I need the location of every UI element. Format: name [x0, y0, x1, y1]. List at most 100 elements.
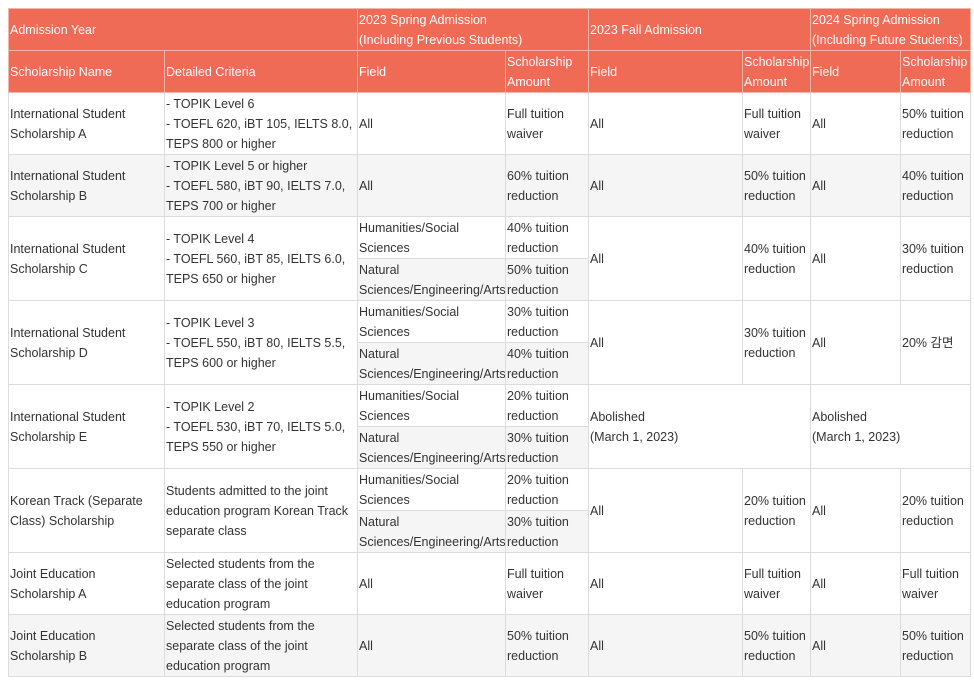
criteria: Students admitted to the joint education…: [163, 468, 359, 553]
amount: 20% tuition reduction: [505, 468, 590, 511]
amount: Full tuition waiver: [742, 552, 812, 615]
field: All: [588, 92, 744, 155]
scholarship-name: International Student Scholarship B: [8, 154, 165, 217]
amount: 20% tuition reduction: [900, 468, 972, 553]
field: All: [810, 614, 902, 677]
status: Abolished (March 1, 2023): [588, 384, 812, 469]
field: Natural Sciences/Engineering/Arts: [357, 342, 507, 385]
table-row: Natural Sciences/Engineering/Arts 50% tui…: [9, 258, 971, 301]
column-header: Scholarship Amount: [900, 50, 972, 93]
amount: 30% tuition reduction: [900, 216, 972, 301]
field: All: [357, 92, 507, 155]
amount: 50% tuition reduction: [505, 614, 590, 677]
column-header: Scholarship Amount: [505, 50, 590, 93]
table-row: Joint Education Scholarship A Selected st…: [8, 552, 972, 615]
field: All: [810, 216, 902, 301]
scholarship-name: Joint Education Scholarship A: [8, 552, 165, 615]
table-row: International Student Scholarship B- TOP…: [8, 154, 972, 217]
amount: 40% tuition reduction: [900, 154, 972, 217]
scholarship-name: International Student Scholarship E: [8, 384, 165, 469]
field: All: [588, 552, 744, 615]
criteria-line: - TOEFL 620, iBT 105, IELTS 8.0, TEPS 80…: [166, 116, 353, 151]
column-header: Field: [810, 50, 902, 93]
criteria-line: Selected students from the separate clas…: [166, 556, 315, 611]
scholarship-name: International Student Scholarship A: [8, 92, 165, 155]
amount: 60% tuition reduction: [505, 154, 590, 217]
amount: 40% tuition reduction: [742, 216, 812, 301]
field: All: [588, 216, 744, 301]
table-row: Korean Track (Separate Class) Scholarshi…: [8, 468, 972, 553]
field: Natural Sciences/Engineering/Arts: [357, 426, 507, 469]
criteria-line: - TOPIK Level 3: [166, 315, 255, 330]
field: All: [810, 552, 902, 615]
amount: 30% tuition reduction: [505, 300, 590, 343]
table-row: International Student Scholarship E- TOP…: [8, 384, 972, 469]
column-header: Detailed Criteria: [163, 50, 359, 93]
amount: 20% 감면: [900, 300, 972, 385]
criteria-line: - TOEFL 530, iBT 70, IELTS 5.0, TEPS 550…: [166, 419, 346, 454]
field: All: [588, 154, 744, 217]
status-line: Abolished: [590, 409, 645, 424]
criteria: - TOPIK Level 5 or higher - TOEFL 580, iB…: [163, 154, 359, 217]
table-row: Joint Education Scholarship B Selected st…: [8, 614, 972, 677]
field: All: [357, 614, 507, 677]
field: Humanities/Social Sciences: [357, 216, 507, 259]
amount: Full tuition waiver: [742, 92, 812, 155]
column-header: Field: [357, 50, 507, 93]
field: Humanities/Social Sciences: [357, 384, 507, 427]
criteria: - TOPIK Level 6 - TOEFL 620, iBT 105, IEL…: [163, 92, 359, 155]
criteria-line: - TOPIK Level 4: [166, 231, 255, 246]
field: All: [357, 154, 507, 217]
header-line: 2023 Spring Admission: [359, 12, 487, 27]
scholarship-name: Korean Track (Separate Class) Scholarshi…: [8, 468, 165, 553]
amount: 50% tuition reduction: [900, 92, 972, 155]
amount: 50% tuition reduction: [742, 614, 812, 677]
amount: Full tuition waiver: [505, 92, 590, 155]
column-header: Scholarship Name: [8, 50, 165, 93]
table-body: International Student Scholarship A- TOP…: [8, 92, 972, 677]
field: Natural Sciences/Engineering/Arts: [357, 258, 507, 301]
scholarship-name: International Student Scholarship D: [8, 300, 165, 385]
field: Natural Sciences/Engineering/Arts: [357, 510, 507, 553]
criteria-line: - TOPIK Level 2: [166, 399, 255, 414]
criteria-line: Students admitted to the joint education…: [166, 483, 349, 538]
group-header: 2023 Fall Admission: [588, 8, 812, 51]
scholarship-table: Admission Year 2023 Spring Admission (Incl…: [7, 8, 972, 677]
amount: 30% tuition reduction: [742, 300, 812, 385]
amount: 50% tuition reduction: [900, 614, 972, 677]
field: All: [810, 300, 902, 385]
scholarship-name: Joint Education Scholarship B: [8, 614, 165, 677]
field: Humanities/Social Sciences: [357, 300, 507, 343]
table-row: Natural Sciences/Engineering/Arts 30% tui…: [9, 426, 971, 469]
status-line: (March 1, 2023): [812, 429, 901, 444]
header-line: (Including Previous Students): [359, 32, 523, 47]
criteria: Selected students from the separate clas…: [163, 614, 359, 677]
field: All: [588, 300, 744, 385]
amount: 30% tuition reduction: [505, 510, 590, 553]
criteria: - TOPIK Level 3 - TOEFL 550, iBT 80, IELT…: [163, 300, 359, 385]
amount: 40% tuition reduction: [505, 342, 590, 385]
table-row: Natural Sciences/Engineering/Arts 40% tui…: [9, 342, 971, 385]
amount: 40% tuition reduction: [505, 216, 590, 259]
criteria: Selected students from the separate clas…: [163, 552, 359, 615]
amount: Full tuition waiver: [900, 552, 972, 615]
status: Abolished (March 1, 2023): [810, 384, 972, 469]
field: Humanities/Social Sciences: [357, 468, 507, 511]
criteria-line: - TOPIK Level 6: [166, 96, 255, 111]
column-header: Scholarship Amount: [742, 50, 812, 93]
status-line: (March 1, 2023): [590, 429, 679, 444]
criteria: - TOPIK Level 2 - TOEFL 530, iBT 70, IELT…: [163, 384, 359, 469]
table-row: International Student Scholarship A- TOP…: [8, 92, 972, 155]
criteria-line: - TOPIK Level 5 or higher: [166, 158, 308, 173]
amount: 30% tuition reduction: [505, 426, 590, 469]
header-cell: Admission Year: [7, 8, 359, 51]
amount: 50% tuition reduction: [742, 154, 812, 217]
criteria-line: - TOEFL 580, iBT 90, IELTS 7.0, TEPS 700…: [166, 178, 346, 213]
amount: Full tuition waiver: [505, 552, 590, 615]
field: All: [810, 154, 902, 217]
column-header: Field: [588, 50, 744, 93]
field: All: [588, 468, 744, 553]
field: All: [810, 92, 902, 155]
table-row: International Student Scholarship D- TOP…: [8, 300, 972, 385]
